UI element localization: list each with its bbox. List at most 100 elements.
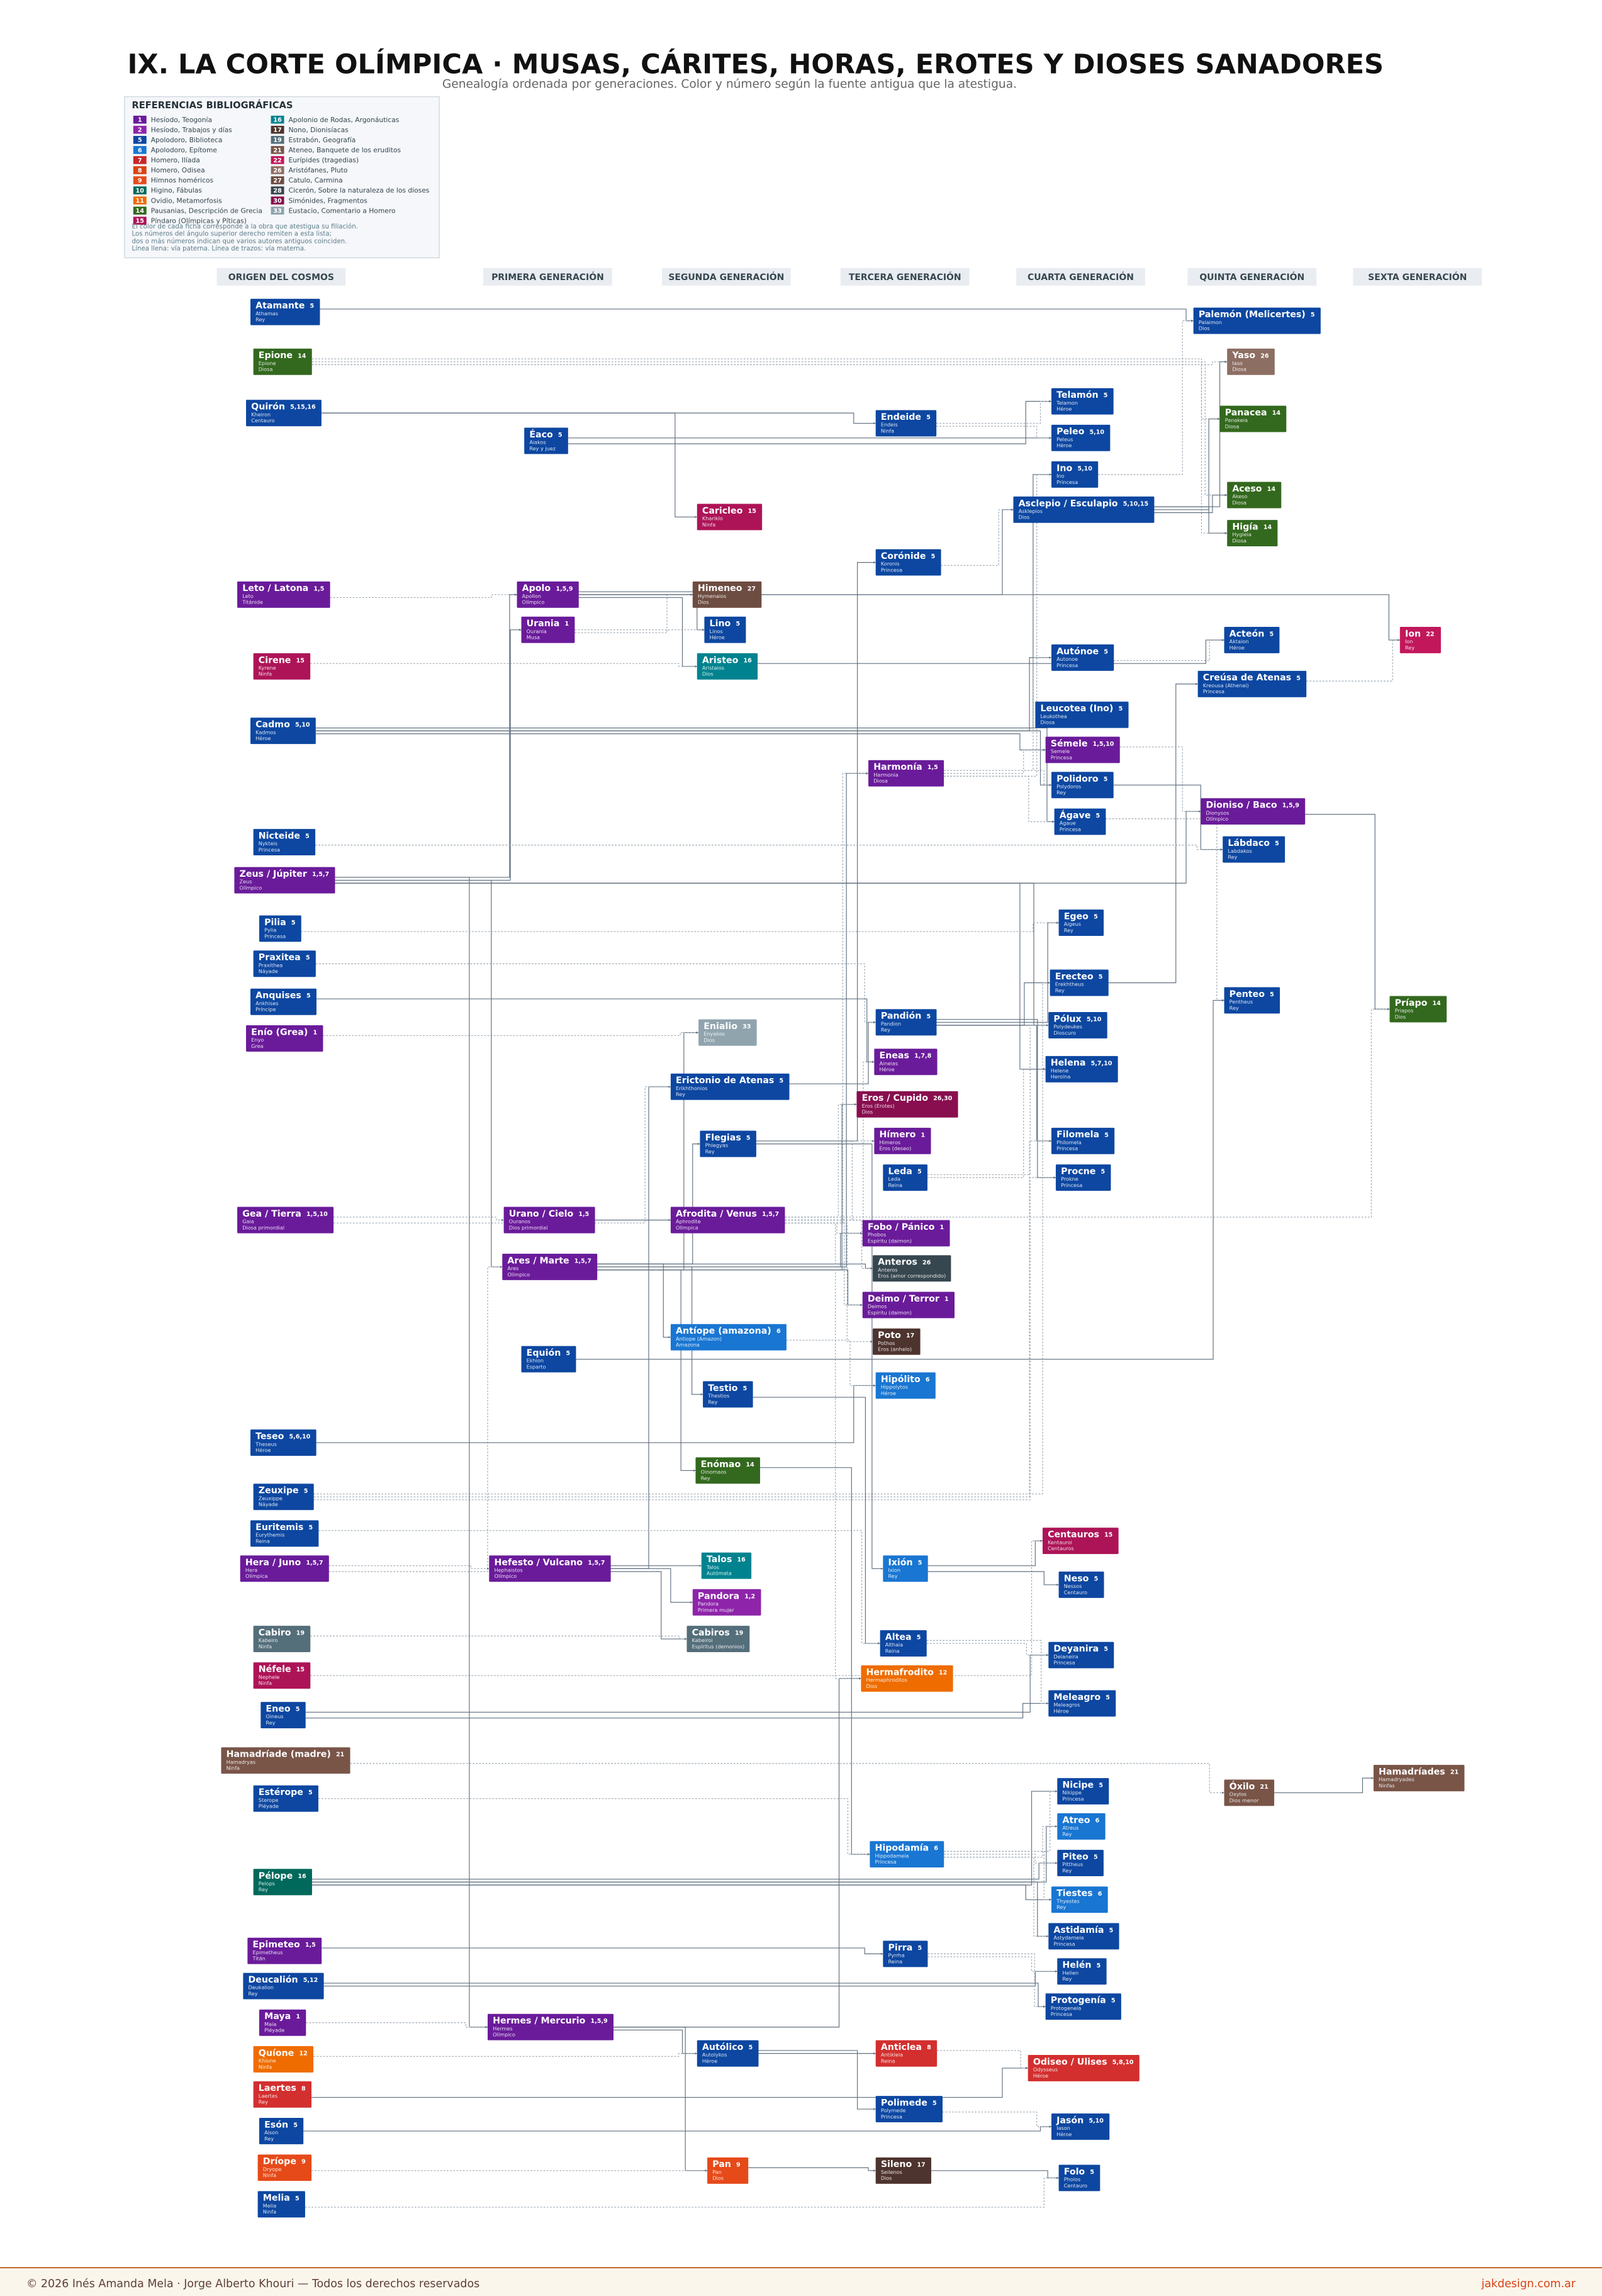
node-box: [1197, 670, 1307, 697]
ref-number: 16: [273, 117, 282, 124]
node-box: [1042, 1528, 1119, 1555]
node-greek: Deianeira: [1053, 1653, 1078, 1660]
node-name: Helena: [1051, 1058, 1086, 1068]
node-refs: 14: [746, 1461, 754, 1468]
ref-number: 6: [138, 147, 142, 154]
node-greek: Pittheus: [1062, 1861, 1083, 1867]
node-box: [237, 581, 330, 608]
node-refs: 5: [1104, 392, 1108, 399]
maternal-link: [927, 1953, 1046, 2008]
node-name: Deyanira: [1053, 1644, 1099, 1654]
node-role: Dios: [702, 671, 714, 677]
ref-number: 33: [273, 208, 282, 215]
node-role: Héroe: [881, 1390, 896, 1396]
node-box: [875, 2157, 931, 2184]
node-greek: Hellen: [1062, 1969, 1078, 1976]
ref-badge: [133, 115, 147, 124]
column-header-bg: [216, 267, 346, 286]
node-box: [1373, 1765, 1465, 1792]
node-greek: Seilenos: [881, 2169, 902, 2175]
node-role: Esparto: [527, 1363, 546, 1370]
node-refs: 26,30: [933, 1095, 953, 1102]
node-name: Teseo: [255, 1432, 284, 1442]
node-role: Princesa: [1053, 1940, 1075, 1947]
node-name: Testio: [708, 1383, 738, 1393]
maternal-link: [328, 1266, 503, 1572]
node-greek: Laertes: [259, 2093, 277, 2099]
node-refs: 5: [291, 920, 296, 926]
node-greek: Phobos: [868, 1232, 886, 1238]
node-name: Fobo / Pánico: [868, 1222, 935, 1232]
node-box: [1051, 1886, 1108, 1913]
node-box: [697, 2040, 759, 2067]
node-refs: 1,5,9: [1282, 802, 1300, 809]
node-greek: Aison: [264, 2129, 278, 2136]
node-refs: 19: [296, 1630, 305, 1637]
paternal-link: [305, 1653, 1049, 1713]
node-name: Cirene: [259, 655, 291, 665]
node-greek: Himeros: [880, 1139, 901, 1145]
node-name: Pirra: [888, 1943, 912, 1953]
node-greek: Antikleia: [881, 2052, 903, 2058]
ref-number: 14: [136, 208, 145, 215]
node-role: Autómata: [707, 1570, 732, 1577]
ref-number: 9: [138, 177, 142, 184]
node-name: Helén: [1062, 1961, 1091, 1971]
node-role: Rey: [1062, 1831, 1072, 1837]
node-refs: 14: [298, 352, 306, 359]
node-refs: 5: [566, 1350, 570, 1357]
node-box: [237, 1207, 334, 1234]
node-refs: 6: [934, 1845, 938, 1852]
node-greek: Pyrrha: [888, 1952, 904, 1959]
node-greek: Iaso: [1232, 360, 1243, 366]
node-greek: Protogeneia: [1051, 2005, 1082, 2011]
node-refs: 5: [1099, 974, 1103, 981]
maternal-link: [318, 1798, 870, 1855]
node-greek: Enyo: [251, 1037, 264, 1043]
maternal-link: [785, 1222, 873, 1343]
node-role: Dios primordial: [509, 1224, 548, 1230]
node-box: [1057, 1813, 1106, 1840]
node-greek: Hera: [245, 1567, 257, 1573]
node-box: [875, 2096, 943, 2123]
node-role: Princesa: [875, 1859, 897, 1865]
paternal-link: [756, 561, 876, 1142]
node-refs: 1,5: [313, 585, 324, 592]
node-refs: 5: [1094, 1854, 1098, 1861]
node-greek: Aigeus: [1064, 921, 1081, 927]
maternal-link: [926, 1643, 1049, 1657]
node-role: Rey: [1405, 644, 1414, 651]
paternal-link: [927, 1571, 1059, 1586]
node-role: Eros (deseo): [880, 1145, 912, 1152]
node-name: Aristeo: [702, 655, 739, 665]
node-box: [862, 1220, 950, 1247]
node-box: [695, 1457, 760, 1484]
node-role: Ninfas: [1379, 1782, 1395, 1789]
node-role: Ninfa: [263, 2209, 276, 2215]
node-name: Meleagro: [1053, 1692, 1101, 1702]
ref-badge: [133, 146, 147, 154]
node-role: Rey: [1062, 1976, 1072, 1982]
node-greek: Panakeia: [1225, 417, 1248, 424]
maternal-link: [315, 845, 1223, 851]
node-refs: 1,5,10: [306, 1211, 328, 1218]
